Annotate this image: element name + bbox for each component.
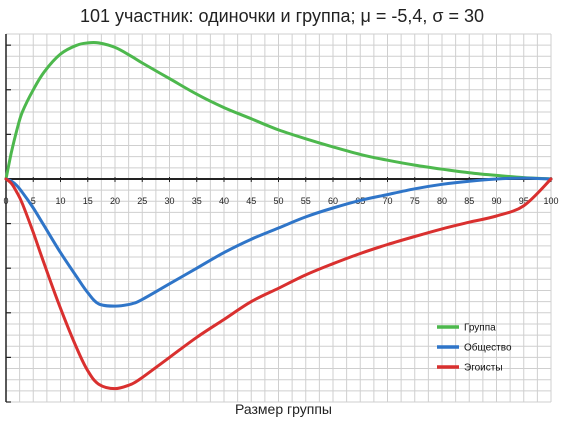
x-axis-label: Размер группы — [235, 401, 332, 417]
legend-label-2: Эгоисты — [464, 363, 503, 374]
x-tick-label: 0 — [3, 196, 8, 206]
series-line-0 — [4, 40, 553, 181]
series-lines — [4, 40, 553, 391]
x-tick-label: 95 — [519, 196, 529, 206]
x-tick-label: 25 — [137, 196, 147, 206]
x-tick-label: 15 — [83, 196, 93, 206]
x-tick-label: 20 — [110, 196, 120, 206]
x-tick-label: 55 — [301, 196, 311, 206]
series-line-1 — [4, 176, 553, 308]
x-tick-label: 30 — [164, 196, 174, 206]
x-tick-label: 70 — [382, 196, 392, 206]
legend-label-1: Общество — [464, 342, 512, 354]
x-tick-label: 75 — [410, 196, 420, 206]
x-tick-label: 100 — [543, 196, 558, 206]
legend: Группа Общество Эгоисты — [437, 323, 512, 374]
x-tick-label: 35 — [192, 196, 202, 206]
x-tick-label: 40 — [219, 196, 229, 206]
x-tick-label: 85 — [464, 196, 474, 206]
x-tick-label: 10 — [55, 196, 65, 206]
x-tick-label: 50 — [273, 196, 283, 206]
legend-label-0: Группа — [464, 323, 496, 334]
x-tick-label: 45 — [246, 196, 256, 206]
series-line-2 — [4, 177, 553, 391]
grid — [5, 33, 552, 403]
x-tick-label: 90 — [491, 196, 501, 206]
x-tick-label: 80 — [437, 196, 447, 206]
chart-title: 101 участник: одиночки и группа; μ = -5,… — [79, 6, 485, 26]
x-tick-label: 5 — [31, 196, 36, 206]
x-tick-label: 60 — [328, 196, 338, 206]
